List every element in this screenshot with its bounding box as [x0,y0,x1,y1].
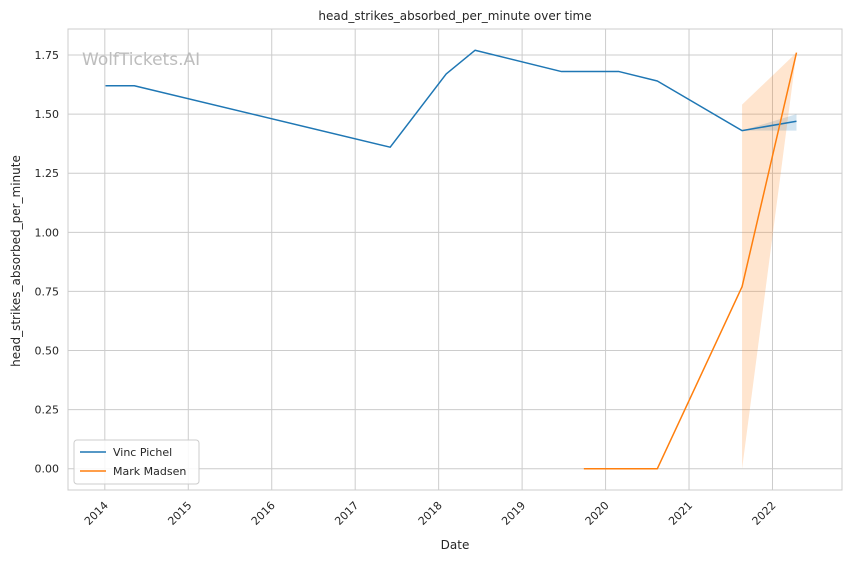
x-tick-label: 2022 [750,499,779,528]
y-tick-label: 0.00 [35,463,60,476]
x-axis-title: Date [441,538,470,552]
x-tick-label: 2017 [332,499,361,528]
x-tick-label: 2016 [249,499,278,528]
watermark: WolfTickets.AI [82,50,200,70]
x-tick-label: 2015 [165,499,194,528]
x-tick-label: 2019 [499,499,528,528]
x-axis-ticks: 2014 2015 2016 2017 2018 2019 2020 2021 2022 [82,499,779,528]
y-axis-title: head_strikes_absorbed_per_minute [9,155,23,367]
x-tick-label: 2018 [416,499,445,528]
x-tick-label: 2014 [82,499,111,528]
series-lines [105,49,798,470]
legend-box [73,439,200,485]
x-tick-label: 2020 [583,499,612,528]
legend-label-vinc-pichel: Vinc Pichel [113,446,172,459]
band-vinc-pichel [742,114,797,131]
y-tick-label: 1.50 [35,108,60,121]
legend: Vinc Pichel Mark Madsen [73,439,200,485]
grid [68,29,842,490]
y-axis-ticks: 0.00 0.25 0.50 0.75 1.00 1.25 1.50 1.75 [35,49,60,476]
y-tick-label: 1.00 [35,226,60,239]
plot-frame [67,28,843,491]
chart-title: head_strikes_absorbed_per_minute over ti… [318,9,591,23]
x-tick-label: 2021 [666,499,695,528]
confidence-bands [742,52,797,469]
series-line-mark-madsen [583,52,798,470]
y-tick-label: 1.25 [35,167,60,180]
y-tick-label: 0.50 [35,345,60,358]
legend-label-mark-madsen: Mark Madsen [113,465,186,478]
band-mark-madsen [742,52,797,469]
y-tick-label: 0.75 [35,285,60,298]
y-tick-label: 1.75 [35,49,60,62]
y-tick-label: 0.25 [35,404,60,417]
series-line-vinc-pichel [105,49,797,148]
